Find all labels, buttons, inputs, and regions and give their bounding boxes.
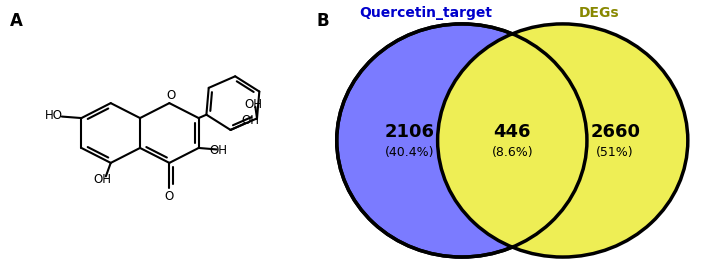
Text: 2106: 2106 (384, 122, 435, 140)
Text: (40.4%): (40.4%) (384, 146, 434, 159)
Text: OH: OH (209, 144, 227, 157)
Text: 446: 446 (493, 122, 531, 140)
Text: Quercetin_target: Quercetin_target (359, 6, 492, 20)
Text: O: O (166, 89, 176, 102)
Text: B: B (316, 12, 329, 30)
Text: O: O (165, 190, 174, 203)
Text: OH: OH (241, 115, 259, 128)
Ellipse shape (438, 24, 688, 257)
Text: OH: OH (93, 173, 112, 186)
Text: HO: HO (45, 109, 63, 122)
Text: 2660: 2660 (590, 122, 640, 140)
Text: OH: OH (245, 98, 263, 111)
Text: (51%): (51%) (596, 146, 634, 159)
Text: A: A (10, 12, 23, 30)
Text: (8.6%): (8.6%) (491, 146, 533, 159)
Text: DEGs: DEGs (578, 6, 620, 20)
Ellipse shape (337, 24, 587, 257)
